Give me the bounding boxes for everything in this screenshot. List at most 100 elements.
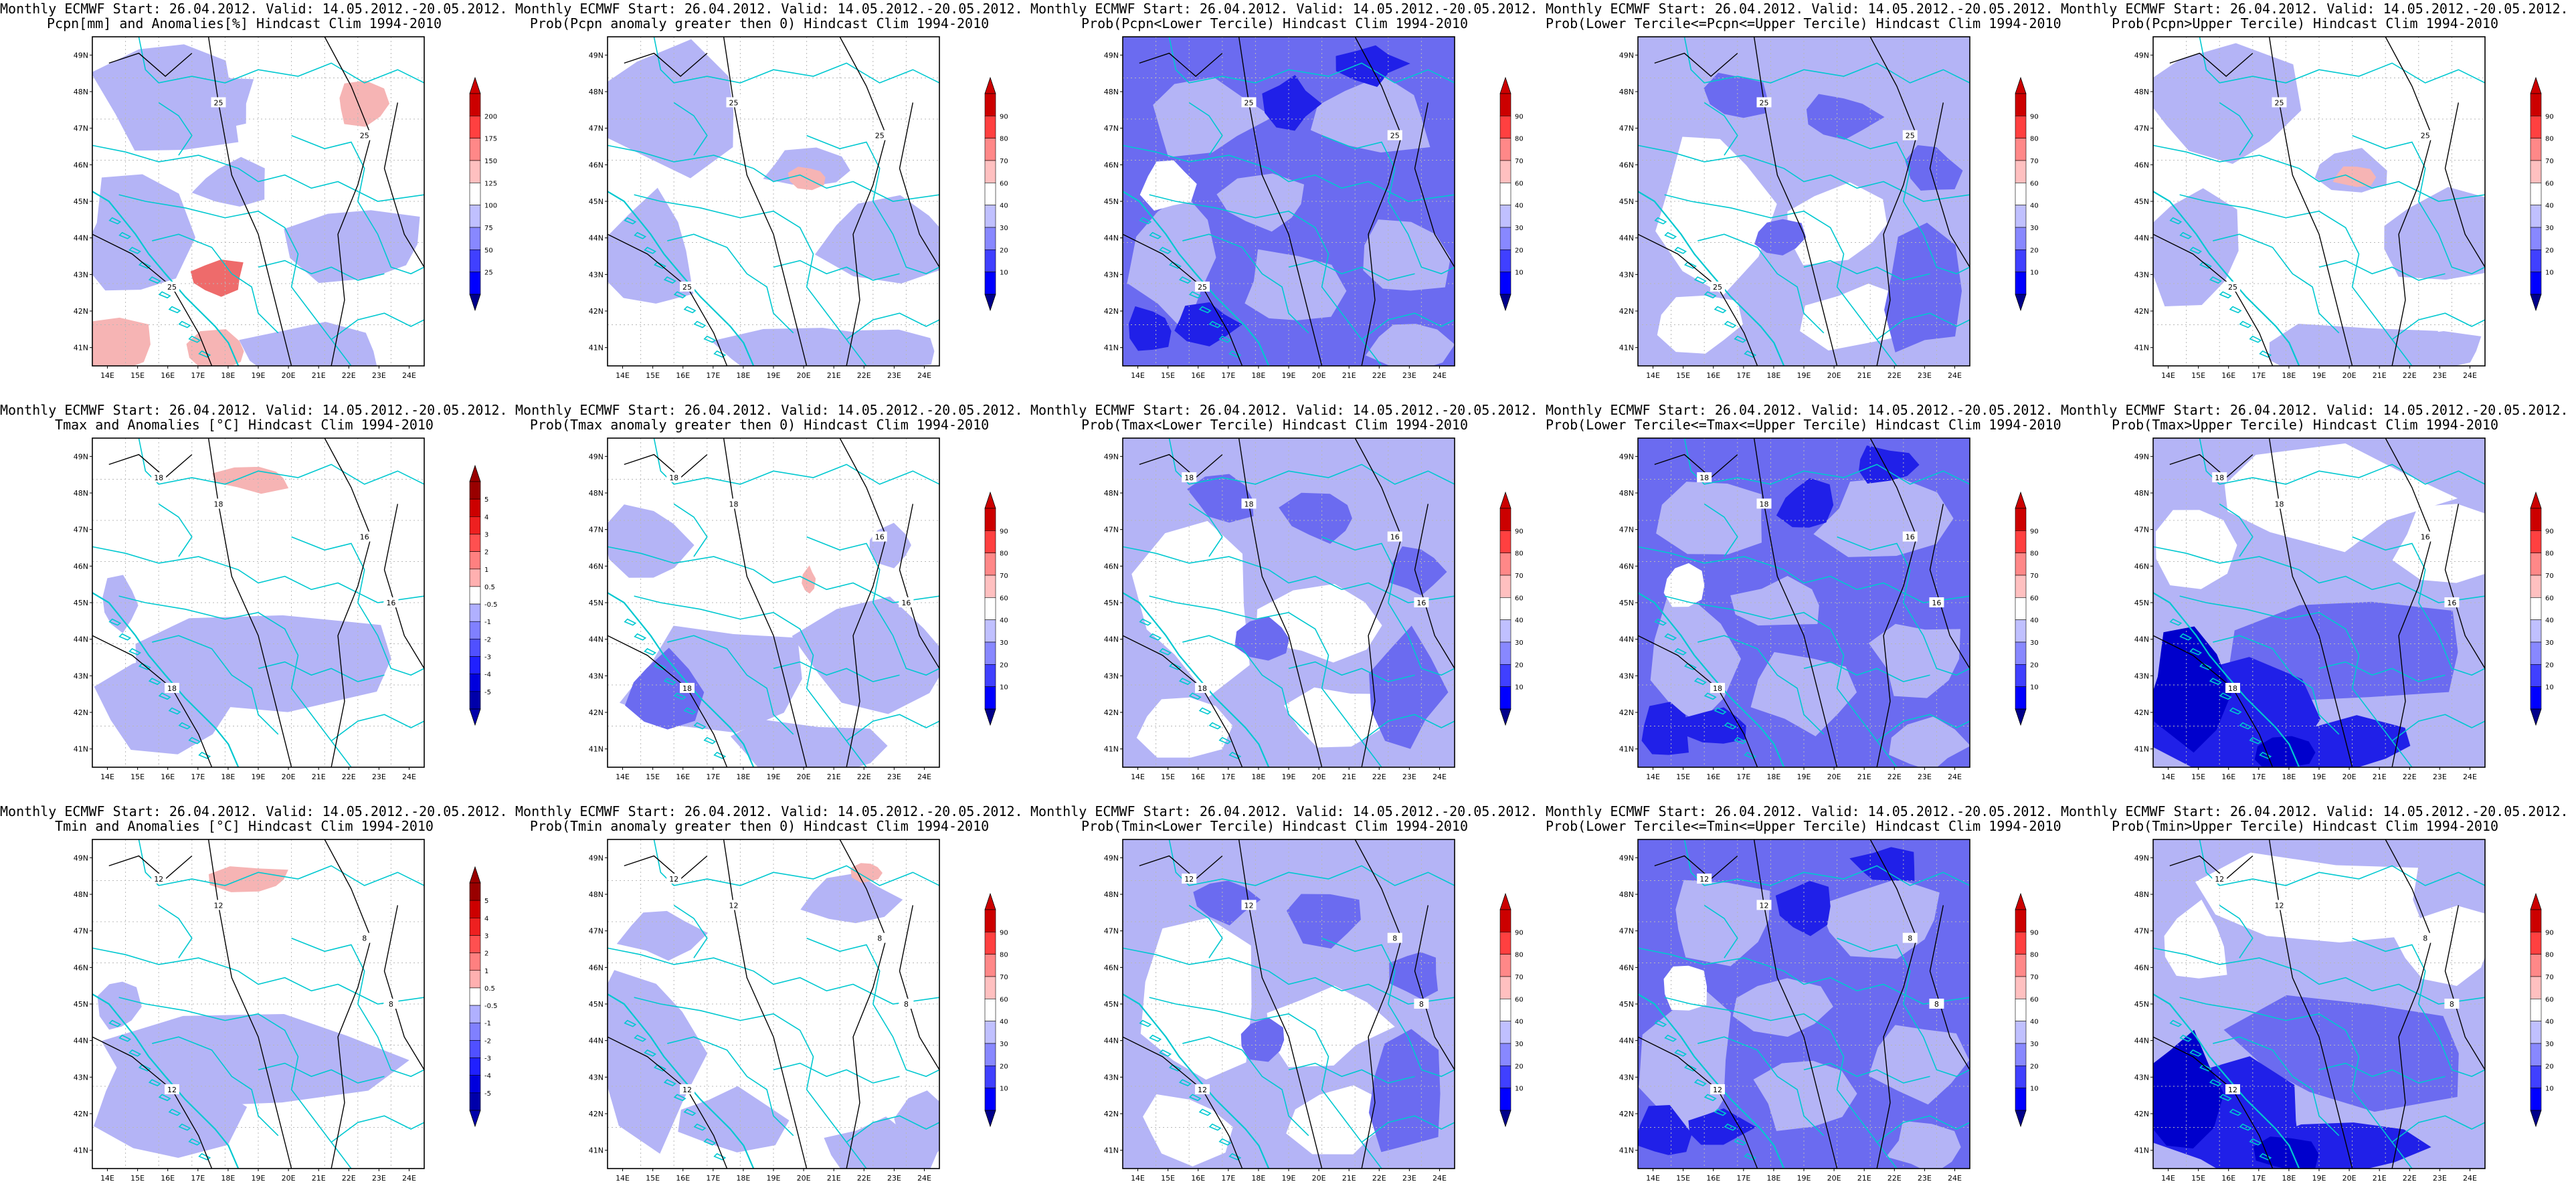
map-panel: Monthly ECMWF Start: 26.04.2012. Valid: … <box>1030 803 1546 1204</box>
colorbar-tick-label: 80 <box>1515 952 1524 959</box>
colorbar-max-arrow <box>1499 76 1511 94</box>
latitude-label: 43N <box>1619 672 1634 680</box>
map-panel: Monthly ECMWF Start: 26.04.2012. Valid: … <box>515 803 1030 1204</box>
country-border <box>1638 947 1970 1005</box>
country-border <box>1182 635 1309 735</box>
contour-label: 25 <box>2225 281 2241 292</box>
colorbar-segment <box>2530 641 2542 665</box>
island-outline <box>624 1019 637 1027</box>
map-figure: 18 16 18 16 18 41N 42N 43N 44N 45N 46N 47N 48N 49N 14E… <box>1104 437 1524 781</box>
panel-title-line2: Tmax and Anomalies [°C] Hindcast Clim 19… <box>55 417 434 433</box>
colorbar-tick-label: 70 <box>2030 974 2039 981</box>
svg-text:16: 16 <box>360 533 369 542</box>
latitude-label: 42N <box>74 1110 88 1118</box>
latitude-label: 46N <box>2134 161 2149 169</box>
longitude-label: 18E <box>736 773 750 781</box>
map-panel: Monthly ECMWF Start: 26.04.2012. Valid: … <box>2061 803 2576 1204</box>
island-outline <box>1664 231 1677 239</box>
svg-text:16: 16 <box>1906 533 1915 542</box>
contour-line <box>2385 839 2433 1169</box>
country-border <box>118 595 352 767</box>
shaded-region <box>191 157 265 207</box>
contour-label: 16 <box>899 597 914 607</box>
colorbar: 90 80 70 60 40 30 20 10 <box>1499 892 1524 1128</box>
shaded-region <box>850 863 883 883</box>
latitude-label: 45N <box>1619 1000 1634 1009</box>
island-outline <box>188 335 201 343</box>
longitude-label: 14E <box>1646 1174 1660 1183</box>
shaded-region <box>1776 478 1834 528</box>
contour-line <box>624 454 708 478</box>
island-outline <box>1208 722 1222 730</box>
longitude-label: 17E <box>1736 1174 1750 1183</box>
colorbar-segment <box>1499 664 1511 687</box>
coastline <box>1123 993 1270 1169</box>
island-outline <box>683 1108 697 1116</box>
colorbar-segment <box>2530 508 2542 531</box>
latitude-label: 49N <box>589 854 604 862</box>
colorbar-segment <box>2015 530 2027 553</box>
latitude-label: 43N <box>74 1073 88 1082</box>
svg-text:18: 18 <box>1759 500 1768 508</box>
latitude-label: 48N <box>2134 88 2149 96</box>
colorbar-segment <box>984 1088 996 1111</box>
island-outline <box>1159 1049 1172 1057</box>
longitude-label: 18E <box>1251 773 1265 781</box>
colorbar-segment <box>469 586 481 605</box>
colorbar: 200 175 150 125 100 75 50 25 <box>469 76 497 312</box>
latitude-label: 47N <box>74 927 88 936</box>
svg-text:25: 25 <box>360 132 369 140</box>
colorbar-tick-label: 10 <box>1515 684 1524 692</box>
colorbar-segment <box>2015 160 2027 183</box>
island-outline <box>178 1123 191 1131</box>
svg-text:25: 25 <box>1198 283 1207 292</box>
shaded-region <box>1806 94 1885 140</box>
colorbar-max-arrow <box>469 76 481 94</box>
longitude-label: 24E <box>1948 371 1962 380</box>
colorbar-tick-label: 1 <box>484 968 488 975</box>
country-border <box>92 947 424 1005</box>
colorbar-segment <box>469 918 481 936</box>
colorbar-segment <box>469 205 481 228</box>
colorbar-segment <box>2530 205 2542 228</box>
latitude-label: 47N <box>74 124 88 133</box>
colorbar-tick-label: 70 <box>2545 974 2554 981</box>
latitude-label: 45N <box>1619 599 1634 607</box>
shaded-region <box>2384 187 2485 280</box>
latitude-label: 44N <box>74 234 88 243</box>
latitude-label: 49N <box>589 452 604 461</box>
colorbar-segment <box>2015 575 2027 598</box>
colorbar-tick-label: -1 <box>484 1020 491 1027</box>
colorbar-tick-label: 70 <box>1515 158 1524 165</box>
longitude-label: 23E <box>887 371 901 380</box>
contour-label: 16 <box>383 597 399 607</box>
latitude-label: 49N <box>589 51 604 60</box>
contour-line <box>207 37 292 366</box>
longitude-label: 22E <box>1888 773 1902 781</box>
longitude-label: 16E <box>1706 773 1720 781</box>
colorbar-segment <box>1499 227 1511 250</box>
colorbar-segment <box>984 597 996 620</box>
colorbar-min-arrow <box>984 708 996 726</box>
contour-line <box>1414 102 1455 268</box>
island-outline <box>2189 246 2203 254</box>
shaded-region <box>894 1090 939 1169</box>
colorbar-segment <box>984 1021 996 1044</box>
country-border <box>1123 947 1455 1005</box>
latitude-label: 43N <box>74 270 88 279</box>
map-figure: 12 8 12 8 12 41N 42N 43N 44N 45N 46N 47N 48N 49N 14E 15… <box>589 839 1008 1183</box>
island-outline <box>703 736 717 744</box>
contour-label: 16 <box>2417 531 2433 542</box>
contour-line <box>2385 37 2433 366</box>
latitude-label: 48N <box>589 890 604 899</box>
shaded-region <box>1859 445 1920 484</box>
svg-text:25: 25 <box>2421 132 2430 140</box>
longitude-label: 20E <box>1312 773 1326 781</box>
shaded-region <box>763 147 850 186</box>
colorbar-min-arrow <box>1499 1110 1511 1128</box>
colorbar-tick-label: 20 <box>2545 247 2554 254</box>
country-border <box>773 1062 900 1084</box>
panel-title-line1: Monthly ECMWF Start: 26.04.2012. Valid: … <box>515 402 1023 418</box>
latitude-label: 42N <box>1619 307 1634 316</box>
colorbar-segment <box>984 93 996 116</box>
